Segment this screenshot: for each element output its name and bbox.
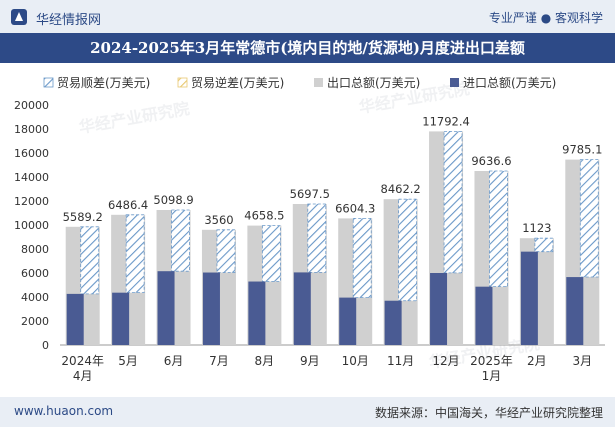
y-tick-label: 4000 xyxy=(21,291,49,304)
data-label: 5697.5 xyxy=(290,187,330,201)
x-tick-label: 3月 xyxy=(572,354,592,368)
data-label: 6604.3 xyxy=(335,201,375,215)
x-tick-label: 6月 xyxy=(164,354,184,368)
legend-label: 进口总额(万美元) xyxy=(463,76,556,90)
y-tick-label: 16000 xyxy=(14,147,49,160)
watermark-text: 华经产业研究院 xyxy=(77,99,191,137)
header-bar: 华经情报网 专业严谨 ● 客观科学 xyxy=(0,0,615,33)
data-label: 3560 xyxy=(204,213,233,227)
import-bar xyxy=(475,286,493,345)
data-label: 1123 xyxy=(522,221,551,235)
import-bar xyxy=(112,292,130,345)
x-tick-label: 7月 xyxy=(209,354,229,368)
x-tick-label: 10月 xyxy=(342,354,369,368)
y-tick-label: 12000 xyxy=(14,195,49,208)
y-tick-label: 2000 xyxy=(21,315,49,328)
import-bar xyxy=(202,272,220,345)
surplus-bar xyxy=(80,226,100,295)
logo-icon xyxy=(11,9,27,25)
import-bar xyxy=(248,281,266,345)
legend-swatch xyxy=(450,78,459,87)
x-tick-label: 2025年 xyxy=(470,354,513,368)
x-tick-label: 8月 xyxy=(255,354,275,368)
surplus-bar xyxy=(171,209,190,272)
data-label: 8462.2 xyxy=(381,182,421,196)
legend-swatch xyxy=(314,78,323,87)
data-label: 5098.9 xyxy=(153,193,193,207)
slogan: 专业严谨 ● 客观科学 xyxy=(488,11,603,25)
y-tick-label: 8000 xyxy=(21,243,49,256)
y-tick-label: 18000 xyxy=(14,123,49,136)
surplus-bar xyxy=(489,170,508,288)
legend-label: 贸易逆差(万美元) xyxy=(191,75,284,90)
data-label: 11792.4 xyxy=(422,114,470,128)
import-bar xyxy=(430,273,448,345)
import-bar xyxy=(66,293,84,345)
import-bar xyxy=(384,300,402,345)
data-label: 9636.6 xyxy=(471,154,511,168)
x-tick-label: 2月 xyxy=(527,354,547,368)
y-tick-label: 14000 xyxy=(14,171,49,184)
y-tick-label: 0 xyxy=(42,339,49,352)
y-tick-label: 10000 xyxy=(14,219,49,232)
data-label: 5589.2 xyxy=(63,210,103,224)
surplus-bar xyxy=(443,131,463,274)
import-bar xyxy=(520,251,538,345)
x-tick-label: 1月 xyxy=(482,369,502,383)
data-source: 数据来源：中国海关，华经产业研究院整理 xyxy=(374,406,603,420)
legend-swatch xyxy=(43,77,54,88)
import-bar xyxy=(293,272,311,345)
surplus-bar xyxy=(307,203,327,273)
data-label: 6486.4 xyxy=(108,198,148,212)
chart-title: 2024-2025年3月年常德市(境内目的地/货源地)月度进出口差额 xyxy=(0,33,615,63)
x-tick-label: 4月 xyxy=(73,369,93,383)
import-bar xyxy=(339,297,357,345)
surplus-bar xyxy=(398,198,418,302)
data-label: 4658.5 xyxy=(244,209,284,223)
brand-name: 华经情报网 xyxy=(36,13,102,28)
legend-label: 出口总额(万美元) xyxy=(327,76,420,90)
surplus-bar xyxy=(534,237,554,253)
import-bar xyxy=(157,271,175,345)
y-tick-label: 6000 xyxy=(21,267,49,280)
surplus-bar xyxy=(261,225,281,282)
import-bar xyxy=(566,277,584,345)
x-tick-label: 2024年 xyxy=(61,354,104,368)
surplus-bar xyxy=(216,229,236,273)
legend-label: 贸易顺差(万美元) xyxy=(57,76,150,90)
x-tick-label: 11月 xyxy=(387,354,414,368)
x-tick-label: 5月 xyxy=(118,354,138,368)
legend-swatch xyxy=(177,77,188,88)
surplus-bar xyxy=(125,214,145,294)
surplus-bar xyxy=(579,159,599,278)
data-label: 9785.1 xyxy=(562,143,602,157)
website-link[interactable]: www.huaon.com xyxy=(14,404,114,418)
x-tick-label: 12月 xyxy=(432,354,459,368)
y-tick-label: 20000 xyxy=(14,99,49,112)
surplus-bar xyxy=(352,217,372,299)
footer-bar: www.huaon.com 数据来源：中国海关，华经产业研究院整理 xyxy=(0,397,615,427)
x-tick-label: 9月 xyxy=(300,354,320,368)
